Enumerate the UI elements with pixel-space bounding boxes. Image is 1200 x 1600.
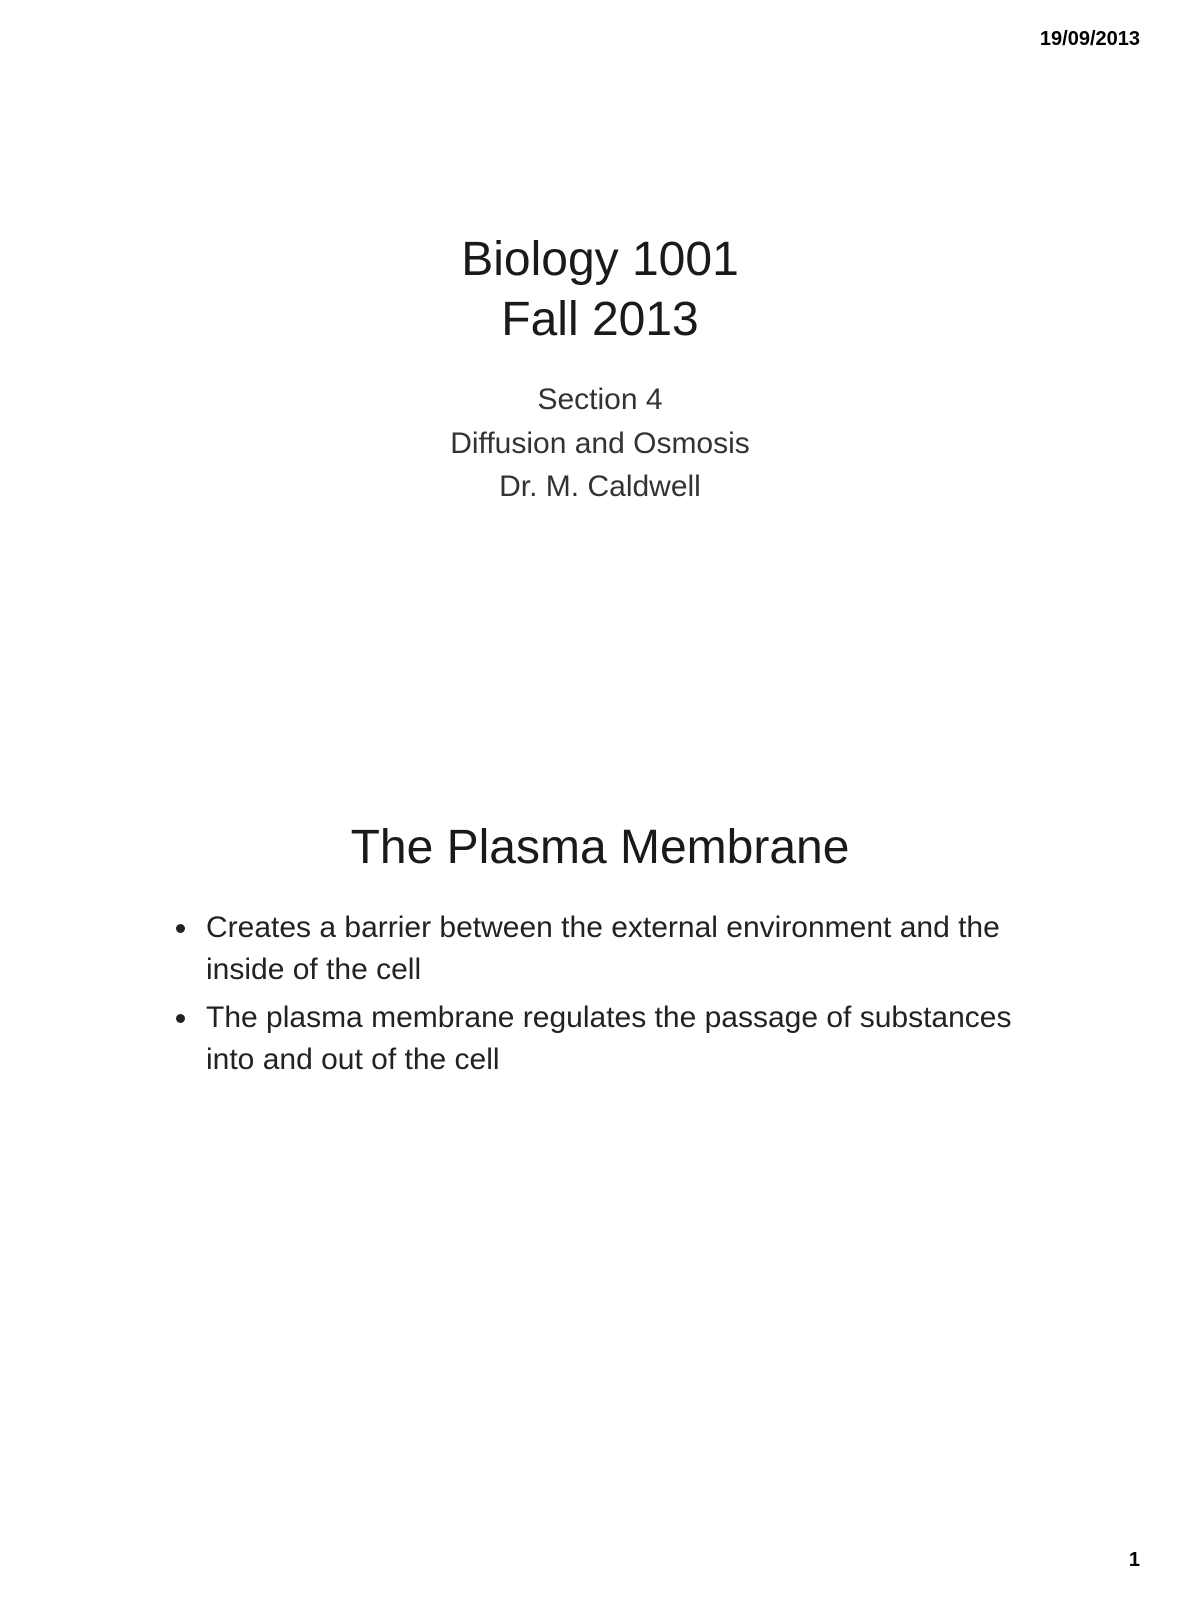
bullet-list: Creates a barrier between the external e… — [160, 907, 1040, 1081]
slide-2-title: The Plasma Membrane — [160, 820, 1040, 875]
section-label: Section 4 — [160, 378, 1040, 422]
page: 19/09/2013 Biology 1001 Fall 2013 Sectio… — [0, 0, 1200, 1600]
topic-label: Diffusion and Osmosis — [160, 422, 1040, 466]
bullet-item: Creates a barrier between the external e… — [200, 907, 1040, 991]
instructor-label: Dr. M. Caldwell — [160, 465, 1040, 509]
course-title-line2: Fall 2013 — [160, 290, 1040, 350]
subtitle-block: Section 4 Diffusion and Osmosis Dr. M. C… — [160, 378, 1040, 509]
course-title-line1: Biology 1001 — [160, 230, 1040, 290]
header-date: 19/09/2013 — [1040, 28, 1140, 51]
slide-1-title-slide: Biology 1001 Fall 2013 Section 4 Diffusi… — [160, 230, 1040, 509]
footer-page-number: 1 — [1129, 1549, 1140, 1572]
bullet-item: The plasma membrane regulates the passag… — [200, 997, 1040, 1081]
slide-2-content-slide: The Plasma Membrane Creates a barrier be… — [160, 820, 1040, 1087]
